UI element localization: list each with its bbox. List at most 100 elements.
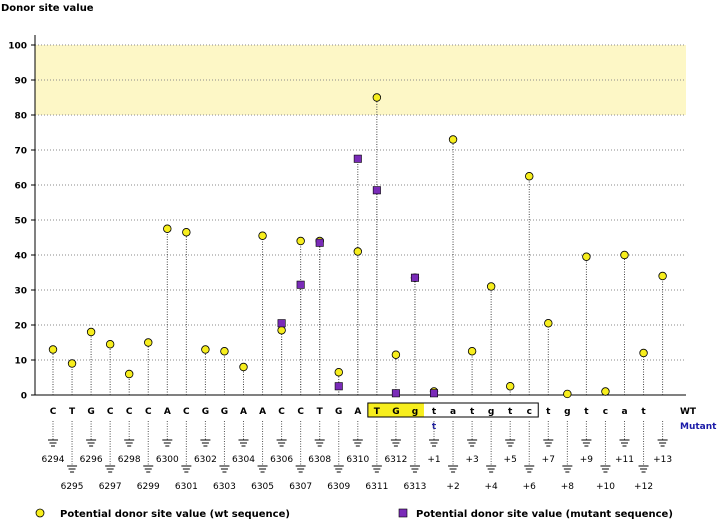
position-label: +8 xyxy=(561,482,575,492)
wt-point xyxy=(124,369,134,379)
wt-point xyxy=(620,250,629,260)
base-letter: t xyxy=(584,407,589,417)
base-letter: t xyxy=(470,407,475,417)
wt-point xyxy=(334,368,343,377)
wt-point xyxy=(486,282,496,291)
base-letter: G xyxy=(87,407,94,417)
atg-highlight xyxy=(367,403,424,417)
mutant-point xyxy=(429,389,438,398)
position-label: 6294 xyxy=(42,455,65,465)
wt-point xyxy=(86,327,96,337)
legend-mutant-marker xyxy=(398,508,408,518)
position-label: +3 xyxy=(465,455,478,465)
y-tick-label: 50 xyxy=(14,217,27,227)
base-letter: A xyxy=(259,407,266,417)
position-label: +2 xyxy=(446,482,459,492)
y-tick-label: 70 xyxy=(14,147,27,157)
base-letter: A xyxy=(164,407,171,417)
wt-point xyxy=(601,387,610,396)
position-label: 6299 xyxy=(137,482,160,492)
wt-point xyxy=(563,389,572,399)
position-label: +12 xyxy=(634,482,653,492)
base-letter: C xyxy=(297,407,304,417)
position-label: 6296 xyxy=(80,455,103,465)
position-label: 6313 xyxy=(403,482,426,492)
wt-point xyxy=(296,236,305,246)
position-label: 6310 xyxy=(346,455,369,465)
y-tick-label: 80 xyxy=(14,112,27,122)
base-letter: T xyxy=(317,407,324,417)
base-letter: C xyxy=(50,407,57,417)
position-label: 6307 xyxy=(289,482,312,492)
legend-wt-marker xyxy=(35,508,45,518)
base-letter: G xyxy=(392,407,399,417)
y-tick-label: 90 xyxy=(14,77,27,87)
wt-point xyxy=(525,172,534,181)
wt-point xyxy=(506,382,515,391)
base-letter: G xyxy=(202,407,209,417)
base-letter: t xyxy=(508,407,513,417)
base-letter: C xyxy=(145,407,152,417)
wt-point xyxy=(105,340,115,349)
base-letter: C xyxy=(278,407,285,417)
wt-point xyxy=(201,345,210,354)
y-tick-label: 40 xyxy=(14,252,27,262)
wt-point xyxy=(582,252,591,261)
legend-mutant-label: Potential donor site value (mutant seque… xyxy=(416,509,673,520)
legend-wt-label: Potential donor site value (wt sequence) xyxy=(60,509,290,520)
wt-point xyxy=(353,247,362,256)
position-label: +11 xyxy=(615,455,634,465)
base-letter: C xyxy=(107,407,114,417)
position-label: 6302 xyxy=(194,455,217,465)
y-tick-label: 10 xyxy=(14,357,27,367)
wt-point xyxy=(467,347,477,356)
wt-point xyxy=(448,135,458,144)
y-tick-label: 20 xyxy=(14,322,27,332)
wt-point xyxy=(144,338,153,347)
base-letter: C xyxy=(126,407,133,417)
position-label: 6311 xyxy=(365,482,388,492)
wt-point xyxy=(67,359,77,368)
wt-point xyxy=(639,348,648,358)
wt-point xyxy=(182,228,191,237)
position-label: +7 xyxy=(542,455,555,465)
mutant-point xyxy=(353,154,362,163)
base-letter: t xyxy=(432,407,437,417)
wt-point xyxy=(239,362,248,372)
position-label: 6309 xyxy=(327,482,350,492)
base-letter: c xyxy=(527,407,532,417)
wt-point xyxy=(48,345,58,354)
mutant-point xyxy=(372,186,381,195)
position-label: 6306 xyxy=(270,455,293,465)
base-letter: g xyxy=(412,407,418,417)
wt-point xyxy=(544,319,553,328)
wt-point xyxy=(658,271,667,281)
base-letter: T xyxy=(69,407,76,417)
position-label: +4 xyxy=(485,482,499,492)
position-label: 6298 xyxy=(118,455,141,465)
position-label: 6312 xyxy=(384,455,407,465)
base-letter: C xyxy=(183,407,190,417)
base-letter: c xyxy=(603,407,608,417)
y-tick-label: 100 xyxy=(8,42,27,52)
base-letter: g xyxy=(488,407,494,417)
position-label: +10 xyxy=(596,482,615,492)
base-letter: G xyxy=(221,407,228,417)
position-label: +1 xyxy=(427,455,440,465)
y-tick-label: 60 xyxy=(14,182,27,192)
position-label: +13 xyxy=(653,455,672,465)
wt-row-label: WT xyxy=(680,407,697,417)
wt-point xyxy=(372,93,382,102)
position-label: 6297 xyxy=(99,482,122,492)
mutant-point xyxy=(391,389,400,398)
base-letter: a xyxy=(450,407,456,417)
mutant-row-label: Mutant xyxy=(680,422,717,432)
mutant-point xyxy=(410,273,419,282)
wt-point xyxy=(163,224,172,233)
base-letter: a xyxy=(621,407,627,417)
base-letter: g xyxy=(564,407,570,417)
base-letter: A xyxy=(240,407,247,417)
wt-point xyxy=(220,347,229,356)
position-label: 6300 xyxy=(156,455,179,465)
position-label: 6303 xyxy=(213,482,236,492)
